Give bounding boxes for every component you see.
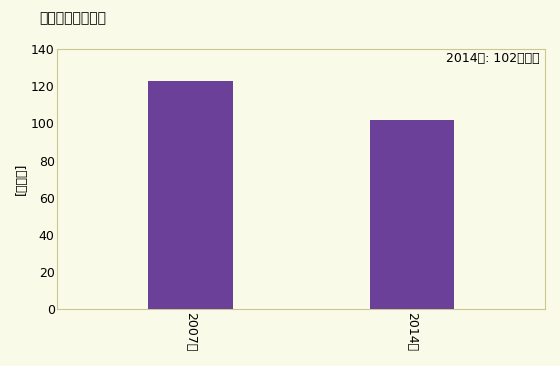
Bar: [370, 120, 454, 309]
Text: 卸売業の事業所数: 卸売業の事業所数: [39, 11, 106, 25]
Y-axis label: [事業所]: [事業所]: [15, 163, 28, 195]
Text: 2014年: 102事業所: 2014年: 102事業所: [446, 52, 540, 65]
Bar: [148, 81, 232, 309]
